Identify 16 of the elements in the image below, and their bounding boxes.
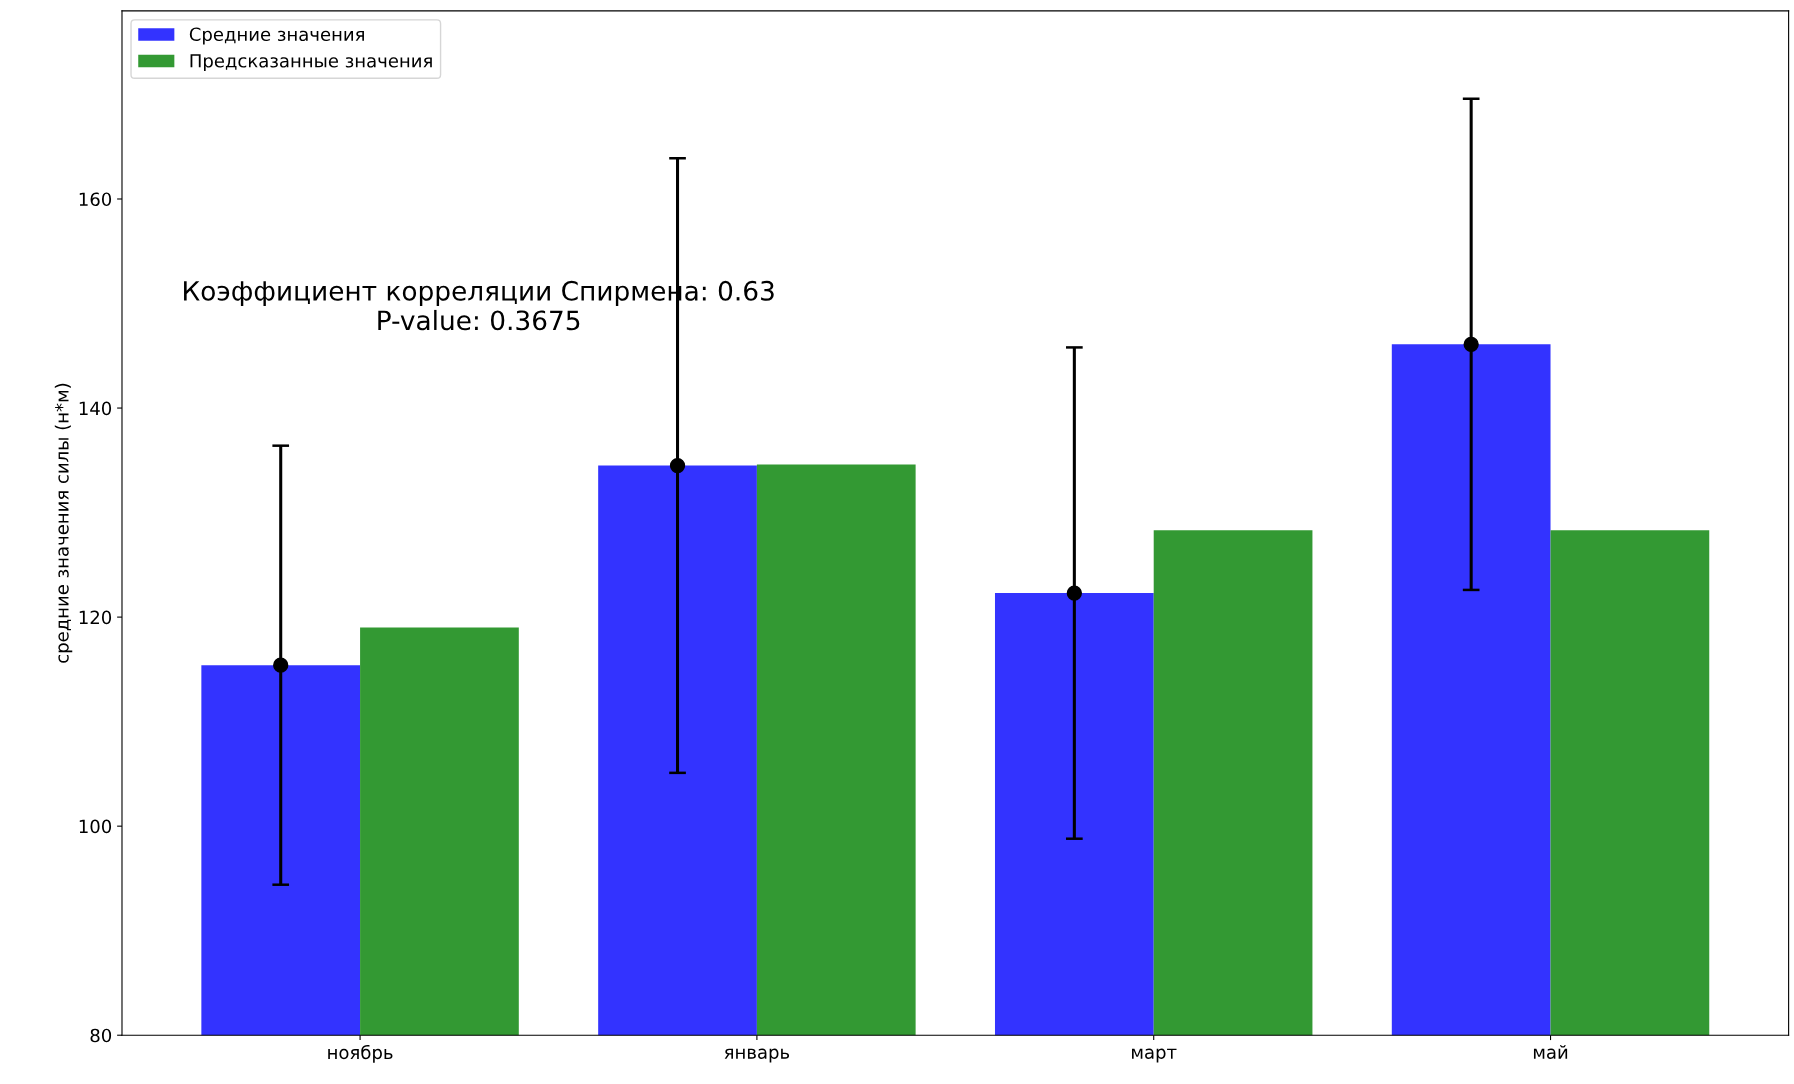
point <box>273 657 289 673</box>
y-tick-label: 140 <box>79 401 112 416</box>
y-tick-label: 100 <box>79 819 112 834</box>
point <box>669 457 686 474</box>
y-tick-label: 80 <box>90 1028 112 1043</box>
x-tick-label: ноябрь <box>328 1044 393 1063</box>
legend-label: Средние значения <box>189 27 364 45</box>
y-tick-label: 160 <box>79 192 112 207</box>
point <box>1463 336 1479 352</box>
point <box>1066 585 1082 601</box>
x-tick-label: март <box>1132 1048 1177 1063</box>
legend-label: Предсказанные значения <box>190 54 432 72</box>
y-tick-label: 120 <box>79 610 112 625</box>
y-axis-title: средние значения силы (н*м) <box>54 383 73 663</box>
x-tick-label: январь <box>724 1048 790 1063</box>
x-tick-label: май <box>1533 1045 1568 1059</box>
